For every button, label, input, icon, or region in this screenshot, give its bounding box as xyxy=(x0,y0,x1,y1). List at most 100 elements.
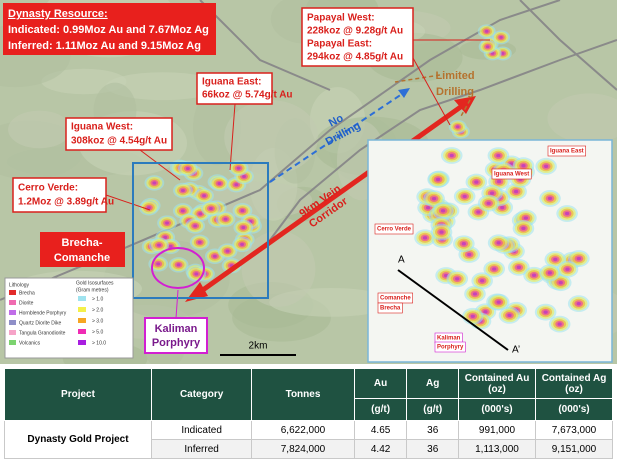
isosurface xyxy=(521,164,526,168)
isosurface xyxy=(483,310,488,314)
inset-labels: Iguana East Iguana West Cerro Verde Comanch… xyxy=(374,145,586,353)
callout-text: Papayal East: xyxy=(307,39,372,50)
isosurface xyxy=(431,196,437,201)
legend-label: Diorite xyxy=(19,300,34,306)
isosurface xyxy=(496,153,501,158)
isosurface xyxy=(576,256,582,261)
isosurface xyxy=(500,52,505,55)
inset-label: Brecha xyxy=(380,306,401,312)
terrain-patch xyxy=(547,93,617,144)
legend-swatch xyxy=(78,318,86,323)
callout-text: Iguana West: xyxy=(71,122,133,133)
isosurface xyxy=(197,240,202,244)
unit: (g/t) xyxy=(353,398,408,421)
section-line xyxy=(397,269,509,351)
isosurface xyxy=(496,241,501,245)
resource-line: Inferred: 1.11Moz Au and 9.15Moz Ag xyxy=(8,40,201,52)
legend-swatch xyxy=(9,330,16,335)
isosurface xyxy=(557,322,562,326)
limited-drilling: Limited xyxy=(435,70,474,82)
isosurface xyxy=(240,209,245,213)
isosurface xyxy=(476,210,481,214)
legend-label: Tangula Granodiorite xyxy=(19,330,66,336)
isosurface xyxy=(185,166,190,171)
legend-label: > 5.0 xyxy=(92,329,103,335)
callout-text: 294koz @ 4.85g/t Au xyxy=(307,52,403,63)
header: Contained Au (oz) xyxy=(458,368,536,399)
header: Contained Ag (oz) xyxy=(535,368,613,399)
isosurface xyxy=(496,179,502,184)
legend-swatch xyxy=(78,329,86,334)
section-label: A’ xyxy=(512,345,520,356)
isosurface xyxy=(152,181,157,185)
isosurface xyxy=(484,29,489,33)
isosurface xyxy=(496,300,501,304)
isosurface xyxy=(462,194,467,199)
isosurface xyxy=(543,164,549,169)
header: Au xyxy=(353,368,408,399)
isosurface xyxy=(543,310,548,314)
isosurface xyxy=(234,183,239,187)
limited-drilling-arrows xyxy=(394,74,471,119)
project-cell: Dynasty Gold Project xyxy=(4,420,152,459)
legend-swatch xyxy=(78,340,86,345)
isosurface xyxy=(242,174,247,179)
cell: 991,000 xyxy=(458,420,536,440)
isosurface xyxy=(499,35,503,39)
gold-isosurfaces xyxy=(138,24,512,282)
isosurface xyxy=(165,221,169,225)
callout-text: 66koz @ 5.74g/t Au xyxy=(202,90,293,101)
isosurface xyxy=(489,191,495,195)
isosurface xyxy=(467,252,472,257)
cell: 1,113,000 xyxy=(458,439,536,459)
inset-label: Comanche xyxy=(380,296,411,302)
isosurface xyxy=(547,196,553,201)
isosurface xyxy=(521,226,526,231)
inset-label: Iguana West xyxy=(494,172,529,178)
inset-label-box xyxy=(491,168,532,180)
legend-title: (Gram metres) xyxy=(76,287,109,293)
isosurface xyxy=(225,249,230,253)
isosurface xyxy=(180,188,185,193)
isosurface xyxy=(547,271,552,275)
inset-label-box xyxy=(374,223,414,235)
resource-line: Indicated: 0.99Moz Au and 7.67Moz Ag xyxy=(8,24,209,36)
isosurface xyxy=(212,254,217,258)
leader-line xyxy=(175,289,179,319)
isosurface xyxy=(486,201,491,205)
arrow-head xyxy=(398,88,410,98)
callout-text: 308koz @ 4.54g/t Au xyxy=(71,136,167,147)
isosurface xyxy=(531,273,537,277)
cell: 7,673,000 xyxy=(535,420,613,440)
isosurface xyxy=(435,177,441,182)
callout-text: Iguana East: xyxy=(202,77,261,88)
cell: Inferred xyxy=(150,439,253,459)
isosurface xyxy=(217,182,222,186)
callout-text: Cerro Verde: xyxy=(18,183,78,194)
isosurface xyxy=(168,244,173,248)
callout-text: 228koz @ 9.28g/t Au xyxy=(307,26,403,37)
scale-label: 2km xyxy=(249,341,268,352)
inset-label-box xyxy=(377,302,403,314)
isosurface xyxy=(176,263,181,267)
resource-title: Dynasty Resource: xyxy=(8,8,108,20)
isosurface xyxy=(156,262,161,266)
kaliman-box xyxy=(144,317,208,354)
isosurface xyxy=(223,217,228,221)
brecha-box xyxy=(40,232,125,267)
isosurface xyxy=(194,272,199,276)
isosurface xyxy=(208,206,213,211)
legend-label: Volcanics xyxy=(19,340,41,346)
isosurface xyxy=(507,313,512,318)
legend-swatch xyxy=(78,307,86,312)
callout-box xyxy=(65,117,173,151)
isosurface xyxy=(564,211,570,216)
legend-label: > 2.0 xyxy=(92,307,103,313)
isosurface xyxy=(461,242,466,246)
isosurface xyxy=(241,225,246,230)
cell: Indicated xyxy=(150,420,253,440)
section-label: A xyxy=(398,255,405,266)
isosurface xyxy=(565,267,570,271)
cell: 4.65 xyxy=(353,420,408,440)
